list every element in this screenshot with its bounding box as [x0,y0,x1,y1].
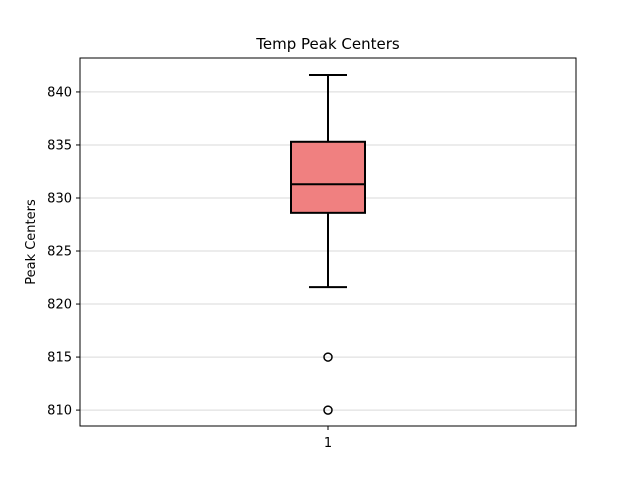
outlier-point [323,405,333,415]
y-tick-label: 830 [47,191,72,206]
outlier-point [323,352,333,362]
x-tick-label: 1 [324,436,332,451]
box-series [290,73,366,415]
y-tick-label: 825 [47,245,72,260]
chart-title: Temp Peak Centers [255,35,400,53]
y-tick-label: 810 [47,404,72,419]
y-tick-label: 815 [47,351,72,366]
y-tick-label: 820 [47,298,72,313]
y-tick-label: 840 [47,85,72,100]
box-group [290,73,366,415]
y-axis-label: Peak Centers [24,199,39,285]
x-axis-ticks: 1 [324,426,332,451]
y-tick-label: 835 [47,138,72,153]
interquartile-box [290,140,366,214]
y-axis-ticks: 810 815 820 825 830 835 840 [47,85,80,419]
